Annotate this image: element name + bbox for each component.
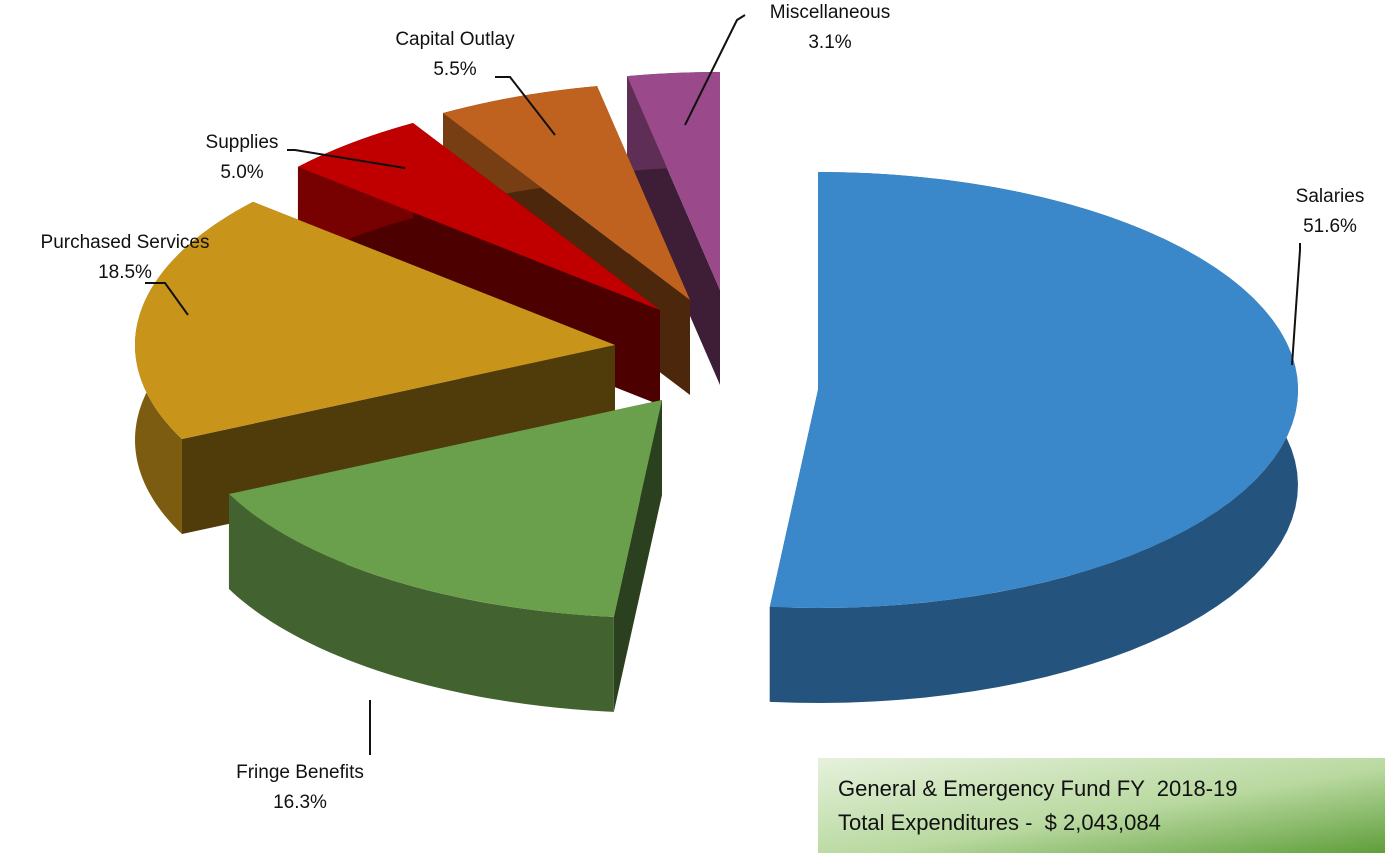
pie-slice bbox=[627, 72, 720, 386]
slice-value-label: 5.5% bbox=[433, 59, 476, 80]
slice-value-label: 3.1% bbox=[808, 32, 851, 53]
slice-label: Capital Outlay bbox=[395, 29, 515, 50]
slice-top bbox=[443, 86, 690, 300]
slice-value-label: 16.3% bbox=[273, 792, 327, 813]
slice-top bbox=[769, 172, 1299, 608]
slice-wall bbox=[228, 494, 614, 712]
slice-top bbox=[627, 72, 720, 290]
slice-value-label: 18.5% bbox=[98, 262, 152, 283]
leader-line bbox=[145, 282, 189, 316]
slice-top bbox=[297, 123, 660, 310]
pie-slice bbox=[769, 172, 1299, 703]
leader-line bbox=[495, 76, 556, 136]
slice-label: Fringe Benefits bbox=[236, 762, 364, 783]
annotation-box bbox=[818, 758, 1385, 853]
pie-slice bbox=[228, 400, 662, 712]
slice-top bbox=[135, 201, 615, 440]
slice-value-label: 51.6% bbox=[1303, 216, 1357, 237]
leader-line bbox=[287, 149, 406, 169]
leader-line bbox=[684, 14, 746, 126]
slice-label: Purchased Services bbox=[41, 232, 210, 253]
annotation: General & Emergency Fund FY 2018-19 bbox=[838, 776, 1237, 801]
slice-top bbox=[228, 400, 662, 617]
slice-label: Supplies bbox=[206, 132, 279, 153]
slice-label: Salaries bbox=[1296, 186, 1365, 207]
annotation: Total Expenditures - $ 2,043,084 bbox=[838, 810, 1161, 835]
slice-value-label: 5.0% bbox=[220, 162, 263, 183]
leader-line bbox=[1291, 243, 1301, 366]
slice-label: Miscellaneous bbox=[770, 2, 890, 23]
